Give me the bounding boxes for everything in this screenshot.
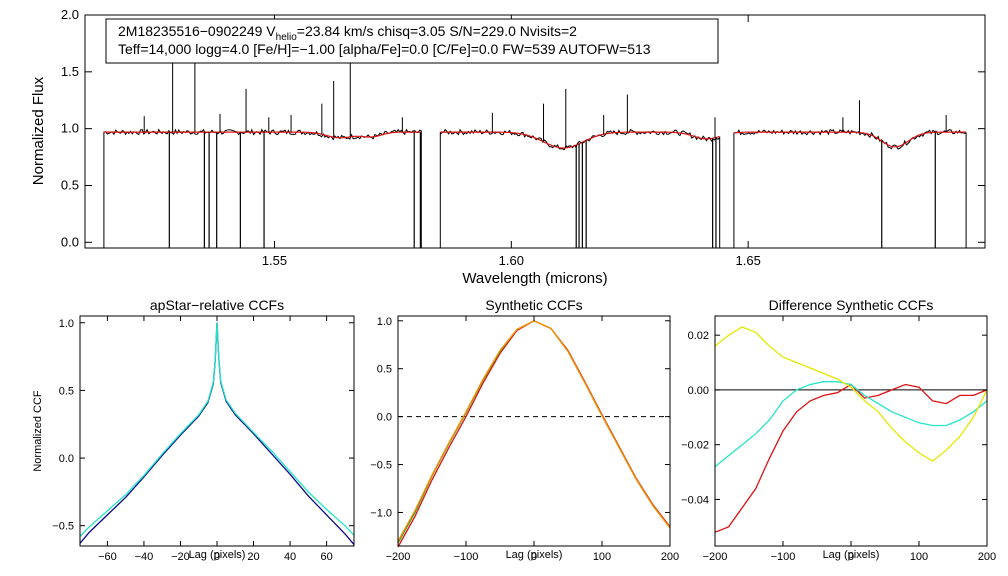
difference-ccf-frame xyxy=(714,315,988,547)
difference-ccf-series-cyan-difference xyxy=(714,381,988,468)
apstar-ccf-xtick-label: −20 xyxy=(171,551,190,563)
synthetic-ccf-frame xyxy=(397,315,671,547)
apstar-ccf-ytick-label: −0.5 xyxy=(52,521,74,533)
apstar-ccf-series-visit-1 xyxy=(79,322,355,546)
synthetic-ccf-xtick-label: 100 xyxy=(593,551,611,563)
difference-ccf-title: Difference Synthetic CCFs xyxy=(769,297,934,313)
apstar-ccf-axes: −60 −40 −20 0 20 40 60 −0.5 0.0 0.5 1.0 xyxy=(52,316,354,563)
spectrum-frame xyxy=(84,14,986,249)
difference-ccf-xlabel: Lag (pixels) xyxy=(823,549,880,561)
spectrum-ytick-label: 2.0 xyxy=(61,7,79,22)
synthetic-ccf-title: Synthetic CCFs xyxy=(485,297,582,313)
difference-ccf-xtick-label: 100 xyxy=(910,551,928,563)
apstar-ccf-ylabel: Normalized CCF xyxy=(32,390,44,472)
difference-ccf-panel: Difference Synthetic CCFs −200 −100 0 100 20… xyxy=(681,297,996,563)
apstar-ccf-data xyxy=(79,322,355,546)
spectrum-data xyxy=(103,26,967,248)
synthetic-ccf-xtick-label: −200 xyxy=(386,551,411,563)
apstar-ccf-xtick-label: 20 xyxy=(247,551,259,563)
spectrum-xtick-label: 1.55 xyxy=(262,253,287,268)
difference-ccf-series-red-difference xyxy=(714,383,988,533)
apstar-ccf-panel: apStar−relative CCFs −60 −40 −20 0 20 40 60 −0.… xyxy=(32,297,355,563)
header-line1: 2M18235516−0902249 Vhelio=23.84 km/s chi… xyxy=(118,23,577,43)
apstar-ccf-xtick-label: 0 xyxy=(214,551,220,563)
synthetic-ccf-data xyxy=(397,320,671,548)
spectrum-xtick-label: 1.65 xyxy=(736,253,761,268)
synthetic-ccf-xtick-label: 200 xyxy=(661,551,679,563)
apstar-ccf-ytick-label: 0.0 xyxy=(59,453,74,465)
observed-spectrum-line xyxy=(103,128,967,248)
synthetic-ccf-panel: Synthetic CCFs −200 −100 0 100 200 −1.0 −0.5 0.… xyxy=(370,297,679,563)
difference-ccf-xtick-label: 0 xyxy=(848,551,854,563)
difference-ccf-xtick-label: 200 xyxy=(978,551,996,563)
spectrum-ylabel: Normalized Flux xyxy=(30,76,47,185)
synthetic-ccf-series-synthetic-C xyxy=(397,320,671,542)
header-line2: Teff=14,000 logg=4.0 [Fe/H]=−1.00 [alpha… xyxy=(118,41,651,57)
apstar-ccf-series-visit-2 xyxy=(79,322,355,537)
difference-ccf-data xyxy=(714,326,988,533)
spectrum-ytick-label: 0.5 xyxy=(61,177,79,192)
spectrum-ytick-label: 1.0 xyxy=(61,121,79,136)
synthetic-ccf-xlabel: Lag (pixels) xyxy=(506,549,563,561)
spectrum-ytick-label: 0.0 xyxy=(61,234,79,249)
difference-ccf-ytick-label: 0.00 xyxy=(688,385,709,397)
apstar-ccf-ytick-label: 1.0 xyxy=(59,318,74,330)
spectrum-xlabel: Wavelength (microns) xyxy=(462,270,607,287)
synthetic-ccf-ytick-label: 1.0 xyxy=(377,316,392,328)
spectrum-xtick-label: 1.60 xyxy=(499,253,524,268)
difference-ccf-series-yellow-difference xyxy=(714,326,988,462)
synthetic-ccf-ytick-label: −1.0 xyxy=(370,507,392,519)
synthetic-ccf-xtick-label: 0 xyxy=(531,551,537,563)
spectrum-panel: 1.55 1.60 1.65 0.0 0.5 1.0 1.5 2.0 Wavelength (… xyxy=(30,7,986,287)
apstar-ccf-frame xyxy=(79,315,355,547)
synthetic-ccf-ytick-label: −0.5 xyxy=(370,460,392,472)
difference-ccf-axes: −200 −100 0 100 200 −0.04 −0.02 0.00 0.02 xyxy=(681,316,996,563)
model-spectrum-line xyxy=(103,131,967,149)
apstar-ccf-ytick-label: 0.5 xyxy=(59,385,74,397)
difference-ccf-xtick-label: −200 xyxy=(703,551,728,563)
synthetic-ccf-series-synthetic-B xyxy=(397,320,671,544)
difference-ccf-ytick-label: −0.04 xyxy=(681,494,709,506)
spectrum-ytick-label: 1.5 xyxy=(61,64,79,79)
difference-ccf-xtick-label: −100 xyxy=(771,551,796,563)
synthetic-ccf-axes: −200 −100 0 100 200 −1.0 −0.5 0.0 0.5 1.0 xyxy=(370,316,679,563)
difference-ccf-ytick-label: 0.02 xyxy=(688,330,709,342)
apstar-ccf-xtick-label: −60 xyxy=(98,551,117,563)
spectrum-axes: 1.55 1.60 1.65 0.0 0.5 1.0 1.5 2.0 xyxy=(61,7,985,268)
synthetic-ccf-series-synthetic-A xyxy=(397,320,671,548)
header-line1-subscript: helio xyxy=(276,32,298,43)
header-line1-suffix: =23.84 km/s chisq=3.05 S/N=229.0 Nvisits… xyxy=(297,23,577,39)
apstar-ccf-xtick-label: 40 xyxy=(284,551,296,563)
apstar-ccf-xtick-label: 60 xyxy=(320,551,332,563)
apstar-ccf-title: apStar−relative CCFs xyxy=(150,297,284,313)
header-box xyxy=(105,18,719,64)
synthetic-ccf-xtick-label: −100 xyxy=(454,551,479,563)
synthetic-ccf-ytick-label: 0.5 xyxy=(377,364,392,376)
header-line1-prefix: 2M18235516−0902249 V xyxy=(118,23,276,39)
synthetic-ccf-ytick-label: 0.0 xyxy=(377,412,392,424)
apstar-ccf-xtick-label: −40 xyxy=(135,551,154,563)
difference-ccf-ytick-label: −0.02 xyxy=(681,440,709,452)
apstar-ccf-xlabel: Lag (pixels) xyxy=(189,549,246,561)
